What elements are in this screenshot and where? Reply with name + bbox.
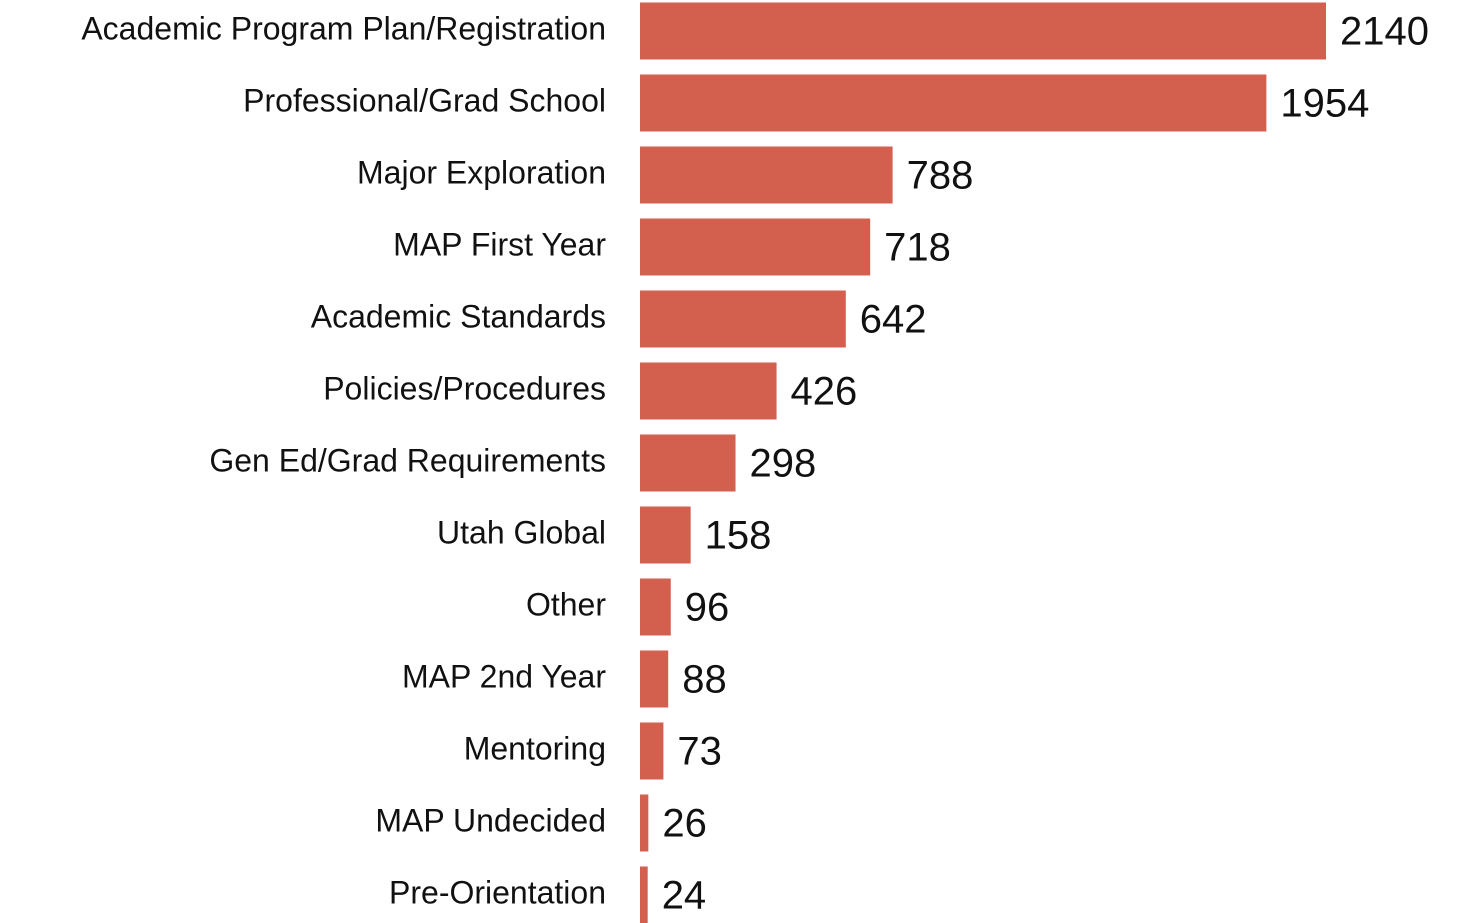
category-label: Gen Ed/Grad Requirements — [209, 442, 606, 478]
value-label: 24 — [662, 874, 707, 918]
bar — [640, 146, 893, 204]
bar — [640, 362, 777, 420]
value-label: 718 — [884, 226, 951, 270]
category-label: MAP 2nd Year — [402, 658, 606, 694]
bar — [640, 578, 671, 636]
value-label: 426 — [791, 370, 858, 414]
value-label: 96 — [685, 586, 730, 630]
category-label: MAP First Year — [393, 226, 606, 262]
value-label: 88 — [682, 658, 727, 702]
category-label: MAP Undecided — [375, 802, 606, 838]
bar — [640, 722, 664, 780]
category-label: Academic Standards — [311, 298, 606, 334]
value-label: 1954 — [1280, 82, 1369, 126]
category-label: Utah Global — [437, 514, 606, 550]
value-label: 2140 — [1340, 10, 1429, 54]
value-label: 642 — [860, 298, 927, 342]
category-label: Academic Program Plan/Registration — [81, 10, 606, 46]
bar — [640, 866, 648, 923]
category-label: Policies/Procedures — [323, 370, 606, 406]
bar — [640, 74, 1267, 132]
value-label: 73 — [677, 730, 722, 774]
bar — [640, 650, 669, 708]
category-label: Professional/Grad School — [243, 82, 606, 118]
value-label: 158 — [705, 514, 772, 558]
category-label: Pre-Orientation — [389, 874, 606, 910]
bar — [640, 218, 871, 276]
bar — [640, 506, 691, 564]
value-label: 26 — [662, 802, 707, 846]
category-label: Major Exploration — [357, 154, 606, 190]
value-label: 298 — [750, 442, 817, 486]
bar — [640, 434, 736, 492]
bar — [640, 794, 649, 852]
value-label: 788 — [907, 154, 974, 198]
category-label: Mentoring — [464, 730, 606, 766]
category-label: Other — [526, 586, 606, 622]
bar — [640, 2, 1326, 60]
bar — [640, 290, 846, 348]
